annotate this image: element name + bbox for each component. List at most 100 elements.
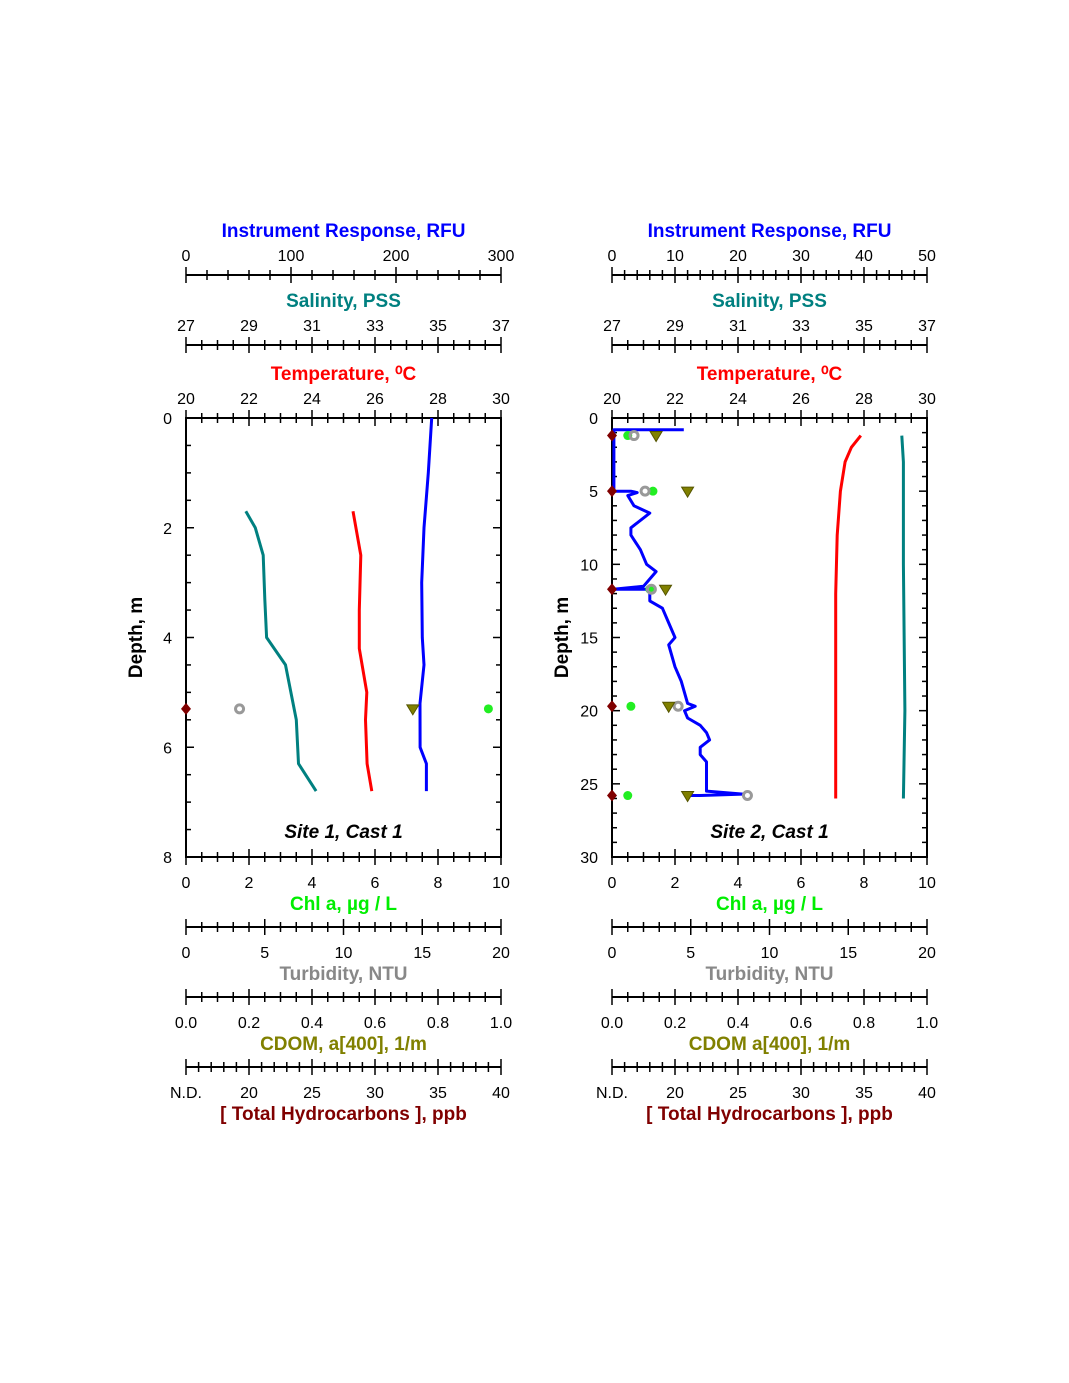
sample-markers: [607, 485, 695, 499]
sample-markers: [607, 429, 663, 443]
tick-label: 37: [492, 318, 510, 335]
sal-axis: 27 29 31 33 35 37 Salinity, PSS: [177, 291, 510, 353]
turbidity-point: [672, 700, 684, 712]
tick-label: 0.8: [427, 1015, 449, 1032]
tick-label: 300: [488, 248, 515, 265]
tick-label: 6: [371, 875, 380, 892]
axis-title: CDOM, a[400], 1/m: [260, 1034, 427, 1055]
thc-point: [607, 429, 617, 442]
depth-tick-label: 15: [580, 631, 598, 648]
tick-label: 31: [729, 318, 747, 335]
axis-title: [ Total Hydrocarbons ], ppb: [220, 1104, 467, 1125]
sample-markers: [607, 700, 684, 714]
tick-label: 0.8: [853, 1015, 875, 1032]
tick-label: 35: [855, 1085, 873, 1102]
axis-title: CDOM a[400], 1/m: [689, 1034, 851, 1055]
tick-label: 15: [413, 945, 431, 962]
tick-label: 0: [182, 875, 191, 892]
tick-label: 27: [603, 318, 621, 335]
tick-label: 0.2: [664, 1015, 686, 1032]
cdom-point: [680, 486, 695, 499]
tick-label: 27: [177, 318, 195, 335]
tick-label: 10: [918, 875, 936, 892]
tick-label: 40: [492, 1085, 510, 1102]
tick-label: 24: [729, 391, 747, 408]
tick-label: 0: [608, 248, 617, 265]
tick-label: 5: [260, 945, 269, 962]
tick-label: 20: [177, 391, 195, 408]
thc-point: [607, 789, 617, 802]
tick-label: 2: [245, 875, 254, 892]
axis-title: [ Total Hydrocarbons ], ppb: [646, 1104, 893, 1125]
tick-label: 40: [918, 1085, 936, 1102]
depth-axis: 0 5 10 15 20 25 30 Depth, m: [552, 411, 927, 867]
turb-axis: 0 5 10 15 20 Turbidity, NTU: [182, 919, 510, 985]
depth-tick-label: 0: [163, 411, 172, 428]
site-label: Site 2, Cast 1: [710, 822, 828, 843]
tick-label: 2: [671, 875, 680, 892]
turb-axis: 0 5 10 15 20 Turbidity, NTU: [608, 919, 936, 985]
turbidity-point: [645, 583, 657, 595]
cdom-point: [658, 584, 673, 597]
tick-label: 37: [918, 318, 936, 335]
thc-axis: N.D. 20 25 30 35 40 [ Total Hydrocarbons ], pp…: [596, 1059, 936, 1125]
tick-label: 20: [918, 945, 936, 962]
tick-label: 35: [855, 318, 873, 335]
tick-label: 1.0: [916, 1015, 938, 1032]
depth-axis-title: Depth, m: [126, 597, 147, 678]
depth-tick-label: 10: [580, 557, 598, 574]
cdom-axis: 0.0 0.2 0.4 0.6 0.8 1.0 CDOM, a[400], 1/m: [175, 989, 512, 1055]
tick-label: 31: [303, 318, 321, 335]
depth-tick-label: 30: [580, 850, 598, 867]
tick-label: 26: [792, 391, 810, 408]
rfu-axis: 0 10 20 30 40 50 Instrument Response, RFU: [608, 221, 936, 283]
tick-label: 20: [666, 1085, 684, 1102]
tick-label: 40: [855, 248, 873, 265]
tick-label: 0.6: [790, 1015, 812, 1032]
chl-axis: 0 2 4 6 8 10 Chl a, µg / L: [608, 849, 936, 915]
cdom-point: [661, 701, 676, 714]
cdom-point: [405, 704, 420, 716]
salinity-line: [244, 510, 318, 792]
turbidity-point: [741, 790, 753, 802]
depth-tick-label: 5: [589, 484, 598, 501]
rfu-axis: 0 100 200 300 Instrument Response, RFU: [182, 221, 515, 283]
tick-label: 22: [666, 391, 684, 408]
axis-title: Instrument Response, RFU: [222, 221, 466, 242]
depth-tick-label: 4: [163, 631, 172, 648]
tick-label: 20: [729, 248, 747, 265]
tick-label: 4: [308, 875, 317, 892]
tick-label: 0: [608, 875, 617, 892]
tick-label: 25: [729, 1085, 747, 1102]
cdom-axis: 0.0 0.2 0.4 0.6 0.8 1.0 CDOM a[400], 1/m: [601, 989, 938, 1055]
tick-label: 30: [792, 1085, 810, 1102]
tick-label: 15: [839, 945, 857, 962]
cdom-point: [680, 791, 695, 803]
sample-markers: [607, 789, 753, 803]
thc-point: [607, 700, 617, 713]
tick-label: N.D.: [170, 1085, 202, 1102]
tick-label: 30: [792, 248, 810, 265]
tick-label: 10: [666, 248, 684, 265]
depth-tick-label: 2: [163, 521, 172, 538]
axis-title: Instrument Response, RFU: [648, 221, 892, 242]
turbidity-point: [234, 703, 246, 715]
tick-label: 20: [240, 1085, 258, 1102]
tick-label: 8: [860, 875, 869, 892]
tick-label: 6: [797, 875, 806, 892]
depth-tick-label: 6: [163, 740, 172, 757]
turbidity-point: [639, 485, 651, 497]
tick-label: 100: [278, 248, 305, 265]
depth-tick-label: 25: [580, 777, 598, 794]
tick-label: 20: [492, 945, 510, 962]
axis-title: Temperature, ⁰C: [697, 364, 843, 385]
tick-label: 20: [603, 391, 621, 408]
tick-label: 0.6: [364, 1015, 386, 1032]
tick-label: 4: [734, 875, 743, 892]
salinity-line: [900, 435, 907, 799]
axis-title: Chl a, µg / L: [716, 894, 823, 915]
tick-label: 1.0: [490, 1015, 512, 1032]
thc-point: [607, 583, 617, 596]
